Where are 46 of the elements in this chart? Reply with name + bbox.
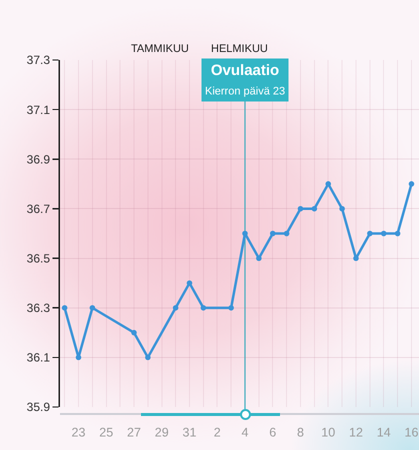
- ref-line-label: Ovulaatio Kierron päivä 23: [205, 62, 286, 98]
- y-tick-label: 36.1: [26, 350, 50, 365]
- point: [312, 206, 318, 212]
- x-tick-label: 16: [404, 426, 418, 440]
- point: [298, 206, 304, 212]
- point: [200, 305, 206, 311]
- x-tick-label: 25: [99, 426, 114, 440]
- x-tick-label: 23: [72, 426, 86, 440]
- point: [353, 256, 359, 262]
- y-tick-label: 36.9: [26, 152, 50, 166]
- point: [172, 305, 178, 311]
- text: TAMMIKUU: [131, 43, 189, 55]
- point: [367, 230, 373, 236]
- y-tick-label: 35.9: [26, 400, 50, 414]
- point: [228, 305, 234, 311]
- text: HELMIKUU: [211, 43, 268, 55]
- point: [408, 181, 414, 187]
- y-tick-label: 36.5: [26, 251, 50, 266]
- point: [131, 330, 137, 336]
- point: [145, 354, 151, 360]
- point: [76, 354, 82, 360]
- x-tick-label: 2: [214, 426, 221, 440]
- point: [242, 230, 248, 236]
- x-tick-label: 14: [376, 426, 391, 440]
- x-tick-label: 6: [269, 426, 276, 440]
- point: [284, 230, 290, 236]
- x-tick-label: 10: [321, 426, 336, 440]
- point: [339, 206, 345, 212]
- y-tick-label: 37.1: [26, 102, 50, 117]
- point: [90, 305, 96, 311]
- y-tick-label: 36.3: [26, 301, 50, 316]
- point: [270, 230, 276, 236]
- y-tick-label: 36.7: [26, 202, 50, 216]
- point: [394, 230, 400, 236]
- point: [380, 230, 386, 236]
- x-tick-label: 29: [154, 426, 169, 440]
- point: [62, 305, 68, 311]
- x-tick-label: 8: [297, 426, 304, 440]
- point: [186, 280, 192, 286]
- y-tick-label: 37.3: [26, 53, 50, 68]
- x-tick-label: 27: [127, 426, 141, 440]
- x-tick-label: 31: [182, 426, 196, 440]
- x-tick-label: 12: [349, 426, 363, 440]
- x-tick-label: 4: [242, 426, 249, 440]
- point: [325, 181, 331, 187]
- point: [256, 256, 262, 262]
